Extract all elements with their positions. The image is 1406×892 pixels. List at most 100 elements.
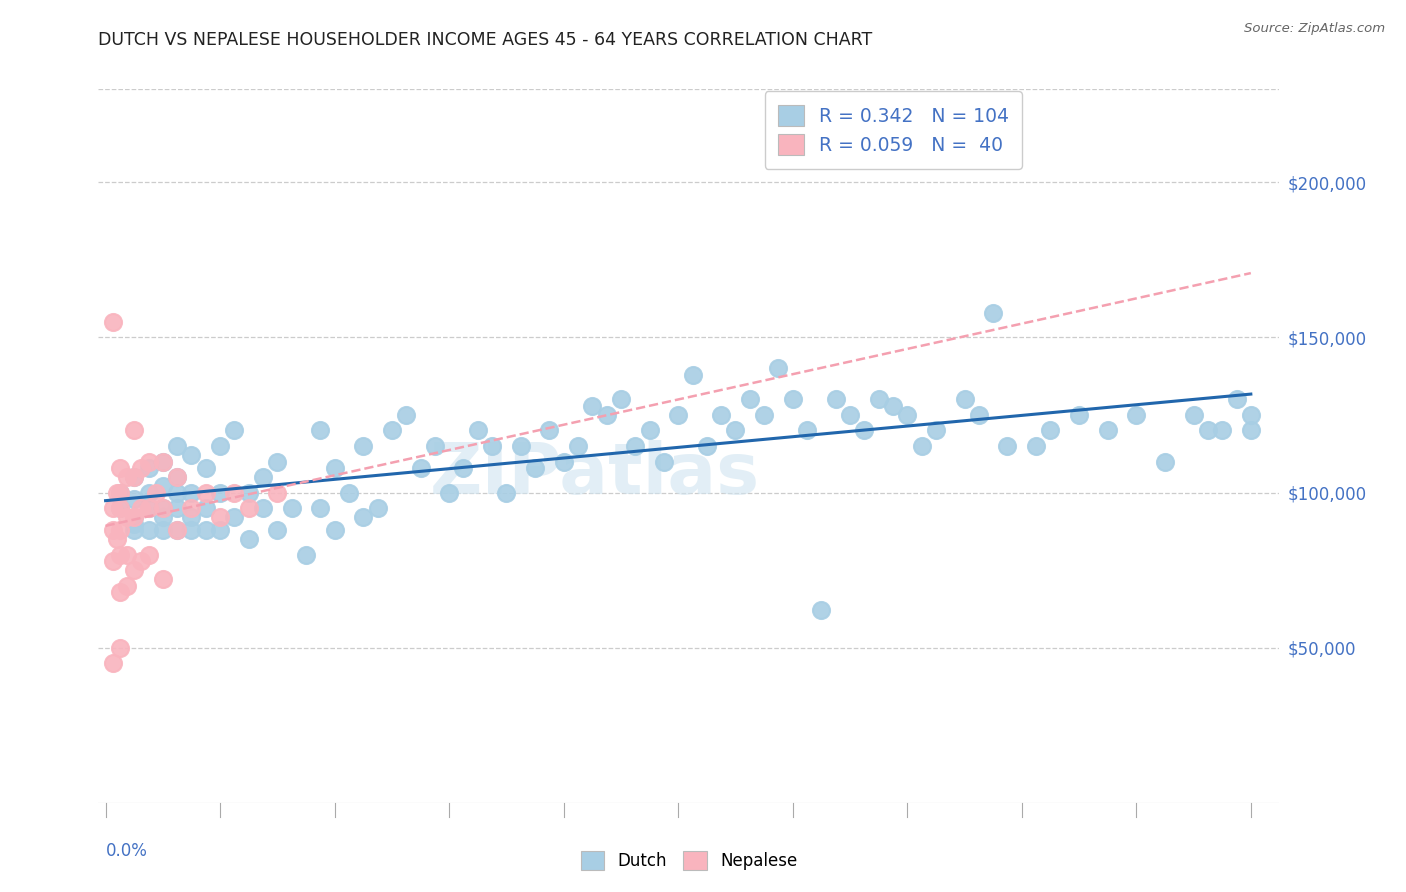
- Point: [166, 501, 188, 516]
- Point: [581, 399, 603, 413]
- Point: [224, 510, 246, 524]
- Point: [538, 424, 561, 438]
- Point: [131, 460, 153, 475]
- Point: [138, 501, 160, 516]
- Point: [166, 470, 188, 484]
- Point: [115, 470, 138, 484]
- Point: [138, 523, 160, 537]
- Point: [1125, 408, 1147, 422]
- Point: [145, 485, 167, 500]
- Point: [238, 532, 260, 546]
- Point: [997, 439, 1019, 453]
- Point: [180, 485, 202, 500]
- Point: [115, 579, 138, 593]
- Point: [1197, 424, 1219, 438]
- Point: [209, 510, 232, 524]
- Point: [166, 485, 188, 500]
- Point: [108, 584, 131, 599]
- Point: [152, 573, 174, 587]
- Point: [152, 501, 174, 516]
- Point: [1225, 392, 1247, 407]
- Point: [115, 548, 138, 562]
- Point: [122, 516, 145, 531]
- Point: [166, 439, 188, 453]
- Text: 0.0%: 0.0%: [105, 842, 148, 860]
- Point: [166, 470, 188, 484]
- Point: [138, 485, 160, 500]
- Text: ZIPatlas: ZIPatlas: [429, 440, 759, 509]
- Point: [481, 439, 503, 453]
- Point: [824, 392, 846, 407]
- Point: [395, 408, 418, 422]
- Point: [453, 460, 475, 475]
- Point: [101, 315, 124, 329]
- Point: [337, 485, 360, 500]
- Point: [180, 523, 202, 537]
- Point: [1025, 439, 1047, 453]
- Point: [266, 523, 288, 537]
- Point: [266, 485, 288, 500]
- Point: [224, 485, 246, 500]
- Point: [896, 408, 918, 422]
- Point: [1182, 408, 1205, 422]
- Point: [352, 510, 374, 524]
- Point: [1039, 424, 1062, 438]
- Point: [295, 548, 318, 562]
- Point: [724, 424, 747, 438]
- Point: [152, 454, 174, 468]
- Point: [381, 424, 404, 438]
- Point: [266, 454, 288, 468]
- Point: [108, 501, 131, 516]
- Point: [101, 501, 124, 516]
- Point: [209, 439, 232, 453]
- Point: [122, 510, 145, 524]
- Point: [238, 485, 260, 500]
- Point: [166, 523, 188, 537]
- Point: [152, 501, 174, 516]
- Point: [638, 424, 661, 438]
- Point: [810, 603, 832, 617]
- Point: [194, 523, 217, 537]
- Point: [309, 424, 332, 438]
- Point: [238, 501, 260, 516]
- Point: [138, 460, 160, 475]
- Point: [180, 448, 202, 462]
- Point: [910, 439, 932, 453]
- Point: [101, 523, 124, 537]
- Point: [108, 501, 131, 516]
- Point: [252, 501, 274, 516]
- Point: [981, 305, 1004, 319]
- Point: [122, 470, 145, 484]
- Point: [1211, 424, 1233, 438]
- Point: [1240, 424, 1263, 438]
- Point: [782, 392, 804, 407]
- Point: [1154, 454, 1177, 468]
- Point: [209, 523, 232, 537]
- Point: [105, 485, 128, 500]
- Point: [166, 523, 188, 537]
- Point: [652, 454, 675, 468]
- Point: [152, 454, 174, 468]
- Point: [423, 439, 446, 453]
- Point: [122, 491, 145, 506]
- Point: [138, 548, 160, 562]
- Point: [768, 361, 790, 376]
- Point: [224, 424, 246, 438]
- Point: [138, 454, 160, 468]
- Point: [495, 485, 517, 500]
- Point: [108, 548, 131, 562]
- Text: DUTCH VS NEPALESE HOUSEHOLDER INCOME AGES 45 - 64 YEARS CORRELATION CHART: DUTCH VS NEPALESE HOUSEHOLDER INCOME AGE…: [98, 31, 873, 49]
- Point: [610, 392, 633, 407]
- Point: [839, 408, 862, 422]
- Point: [1240, 408, 1263, 422]
- Point: [553, 454, 575, 468]
- Point: [323, 460, 346, 475]
- Point: [108, 485, 131, 500]
- Point: [925, 424, 948, 438]
- Point: [180, 501, 202, 516]
- Point: [367, 501, 389, 516]
- Point: [967, 408, 990, 422]
- Point: [122, 523, 145, 537]
- Point: [437, 485, 460, 500]
- Point: [882, 399, 904, 413]
